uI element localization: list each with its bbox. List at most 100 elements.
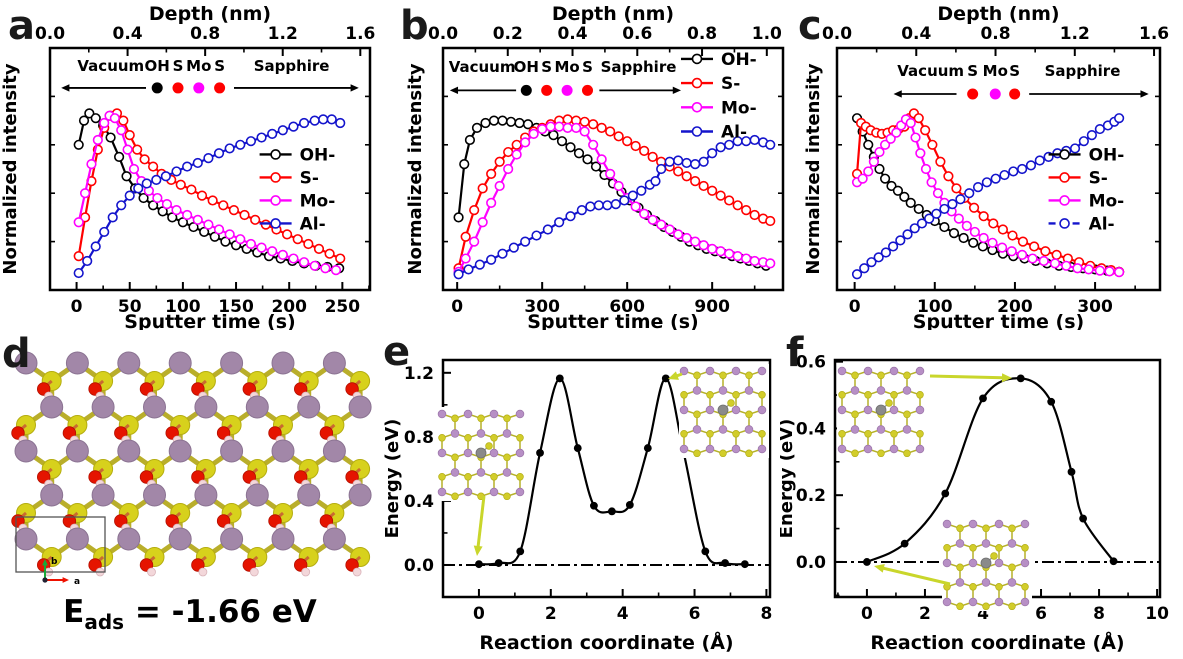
svg-text:S: S (173, 57, 184, 75)
svg-text:Mo-: Mo- (721, 98, 757, 118)
svg-text:OH: OH (145, 57, 170, 75)
svg-text:0: 0 (473, 604, 485, 624)
unit-cell-overlay: ba (15, 516, 106, 587)
svg-text:S: S (967, 62, 978, 80)
svg-text:0.4: 0.4 (404, 492, 434, 512)
svg-text:Sputter time (s): Sputter time (s) (124, 311, 295, 330)
svg-text:100: 100 (165, 297, 201, 317)
chart-panel-e: 0 2 4 6 8 0.0 0.4 0.8 1.2 Reaction coordinate (Å)… (382, 358, 772, 654)
svg-text:10: 10 (1145, 604, 1169, 624)
svg-text:a: a (74, 577, 80, 587)
legend: OH- S- Mo- Al- (1048, 145, 1125, 234)
svg-text:1.2: 1.2 (1060, 24, 1090, 44)
svg-text:600: 600 (609, 297, 645, 317)
svg-text:2: 2 (919, 604, 931, 624)
mos2-lattice-transition-state (679, 364, 769, 458)
svg-text:2: 2 (545, 604, 557, 624)
svg-text:b: b (51, 557, 58, 567)
svg-text:Energy (eV): Energy (eV) (382, 419, 403, 539)
svg-text:Depth (nm): Depth (nm) (552, 3, 674, 25)
svg-text:Sputter time (s): Sputter time (s) (527, 311, 698, 330)
svg-text:Depth (nm): Depth (nm) (149, 3, 271, 25)
legend: OH- S- Mo- Al- (681, 50, 757, 142)
svg-text:Al-: Al- (300, 214, 326, 234)
svg-text:0.4: 0.4 (557, 24, 587, 44)
svg-text:OH-: OH- (300, 145, 336, 165)
svg-text:0.8: 0.8 (980, 24, 1010, 44)
series-energypath (863, 374, 1118, 566)
svg-text:Reaction coordinate (Å): Reaction coordinate (Å) (870, 630, 1124, 654)
mos2-oh-lattice (11, 351, 372, 577)
svg-text:0.2: 0.2 (796, 486, 826, 506)
svg-text:Mo-: Mo- (1089, 191, 1125, 211)
adsorption-energy-caption: Eads = -1.66 eV (63, 594, 317, 634)
svg-text:300: 300 (524, 297, 560, 317)
svg-text:Sapphire: Sapphire (254, 57, 330, 75)
svg-text:1.2: 1.2 (268, 24, 298, 44)
axes: 0 100 200 300 0.0 0.4 0.8 1.2 1.6 Depth (nm) Sputt… (803, 3, 1169, 330)
svg-text:0: 0 (861, 604, 873, 624)
svg-text:Sapphire: Sapphire (601, 58, 677, 76)
chart-panel-c: 0 100 200 300 0.0 0.4 0.8 1.2 1.6 Depth (nm) Sputt… (803, 3, 1169, 330)
series-s (851, 108, 1125, 277)
svg-text:8: 8 (760, 604, 772, 624)
svg-text:Reaction coordinate (Å): Reaction coordinate (Å) (479, 630, 733, 654)
svg-text:1.6: 1.6 (345, 24, 375, 44)
svg-text:S: S (541, 58, 552, 76)
svg-text:Normalized intensity: Normalized intensity (405, 63, 426, 274)
svg-text:Al-: Al- (1089, 214, 1115, 234)
svg-text:Mo-: Mo- (300, 191, 336, 211)
svg-text:6: 6 (689, 604, 701, 624)
svg-text:250: 250 (325, 297, 361, 317)
svg-text:Vacuum: Vacuum (897, 62, 964, 80)
svg-text:0.0: 0.0 (822, 24, 852, 44)
svg-text:Vacuum: Vacuum (77, 57, 144, 75)
svg-text:Mo: Mo (186, 57, 211, 75)
panel-label-b: b (400, 3, 429, 49)
svg-text:S-: S- (1089, 168, 1108, 188)
svg-text:S: S (1009, 62, 1020, 80)
svg-text:S: S (214, 57, 225, 75)
svg-text:8: 8 (1093, 604, 1105, 624)
series-al (453, 134, 776, 280)
svg-text:Vacuum: Vacuum (449, 58, 516, 76)
inset-pointer-arrows (874, 373, 1012, 586)
svg-text:1.0: 1.0 (752, 24, 782, 44)
svg-text:0.0: 0.0 (796, 553, 826, 573)
svg-text:0.4: 0.4 (796, 419, 826, 439)
svg-text:50: 50 (118, 297, 142, 317)
svg-text:150: 150 (218, 297, 254, 317)
svg-text:0.4: 0.4 (113, 24, 143, 44)
svg-text:Energy (eV): Energy (eV) (780, 419, 797, 539)
panel-label-e: e (383, 329, 411, 375)
svg-text:Sapphire: Sapphire (1045, 62, 1121, 80)
svg-text:6: 6 (1035, 604, 1047, 624)
legend: OH- S- Mo- Al- (259, 145, 336, 234)
panel-label-d: d (2, 331, 31, 377)
molybdenum-atoms (14, 351, 372, 551)
svg-text:0.8: 0.8 (190, 24, 220, 44)
svg-text:100: 100 (917, 297, 953, 317)
svg-text:0.6: 0.6 (622, 24, 652, 44)
panel-label-a: a (8, 3, 35, 49)
svg-text:0.0: 0.0 (404, 556, 434, 576)
mos2-lattice-initial-state (437, 407, 527, 501)
svg-text:1.6: 1.6 (1139, 24, 1169, 44)
svg-text:0.4: 0.4 (901, 24, 931, 44)
series-al (73, 114, 346, 279)
svg-text:0.6: 0.6 (796, 353, 826, 373)
svg-text:900: 900 (694, 297, 730, 317)
svg-text:0: 0 (451, 297, 463, 317)
mos2-lattice-ground-state (942, 517, 1032, 611)
mos2-lattice-saddle-state (837, 364, 927, 458)
svg-text:Normalized intensity: Normalized intensity (0, 63, 21, 274)
series-mo (73, 110, 342, 276)
panel-label-f: f (786, 330, 804, 376)
axes: 0 50 100 150 200 250 0.0 0.4 0.8 1.2 1.6 Depth (nm)… (0, 3, 375, 330)
svg-text:Al-: Al- (721, 122, 747, 142)
